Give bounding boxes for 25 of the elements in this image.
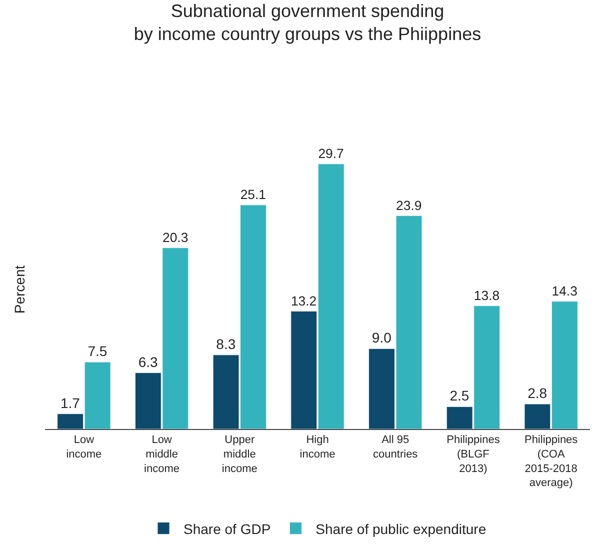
x-tick-label: All 95 countries [373, 434, 418, 460]
data-label: 20.3 [162, 230, 188, 246]
data-label: 13.8 [474, 288, 500, 304]
data-label: 29.7 [318, 146, 344, 162]
data-label: 2.8 [528, 385, 548, 402]
data-label: 9.0 [372, 330, 392, 346]
data-label: 6.3 [138, 354, 158, 370]
data-label: 2.5 [450, 388, 470, 404]
data-label: 14.3 [552, 284, 578, 299]
data-label: 1.7 [60, 394, 80, 411]
data-label: 13.2 [290, 293, 317, 308]
data-label: 25.1 [240, 187, 266, 202]
x-tick-label: High income [300, 434, 336, 460]
x-tick-label: Philippines (COA 2015-2018 average) [524, 434, 578, 490]
data-label: 7.5 [88, 343, 108, 360]
legend-label: Share of GDP [184, 520, 271, 537]
data-label: 23.9 [396, 198, 422, 213]
x-tick-label: Philippines (BLGF 2013) [446, 434, 500, 475]
y-axis-title: Percent [12, 265, 28, 314]
chart-title: Subnational government spending by income country groups vs the Phiippines [134, 0, 482, 44]
x-tick-label: Upper middle income [222, 434, 258, 475]
x-tick-label: Low middle income [144, 434, 180, 475]
data-label: 8.3 [216, 336, 236, 352]
x-tick-label: Low income [66, 434, 102, 460]
legend-label: Share of public expenditure [316, 520, 486, 537]
